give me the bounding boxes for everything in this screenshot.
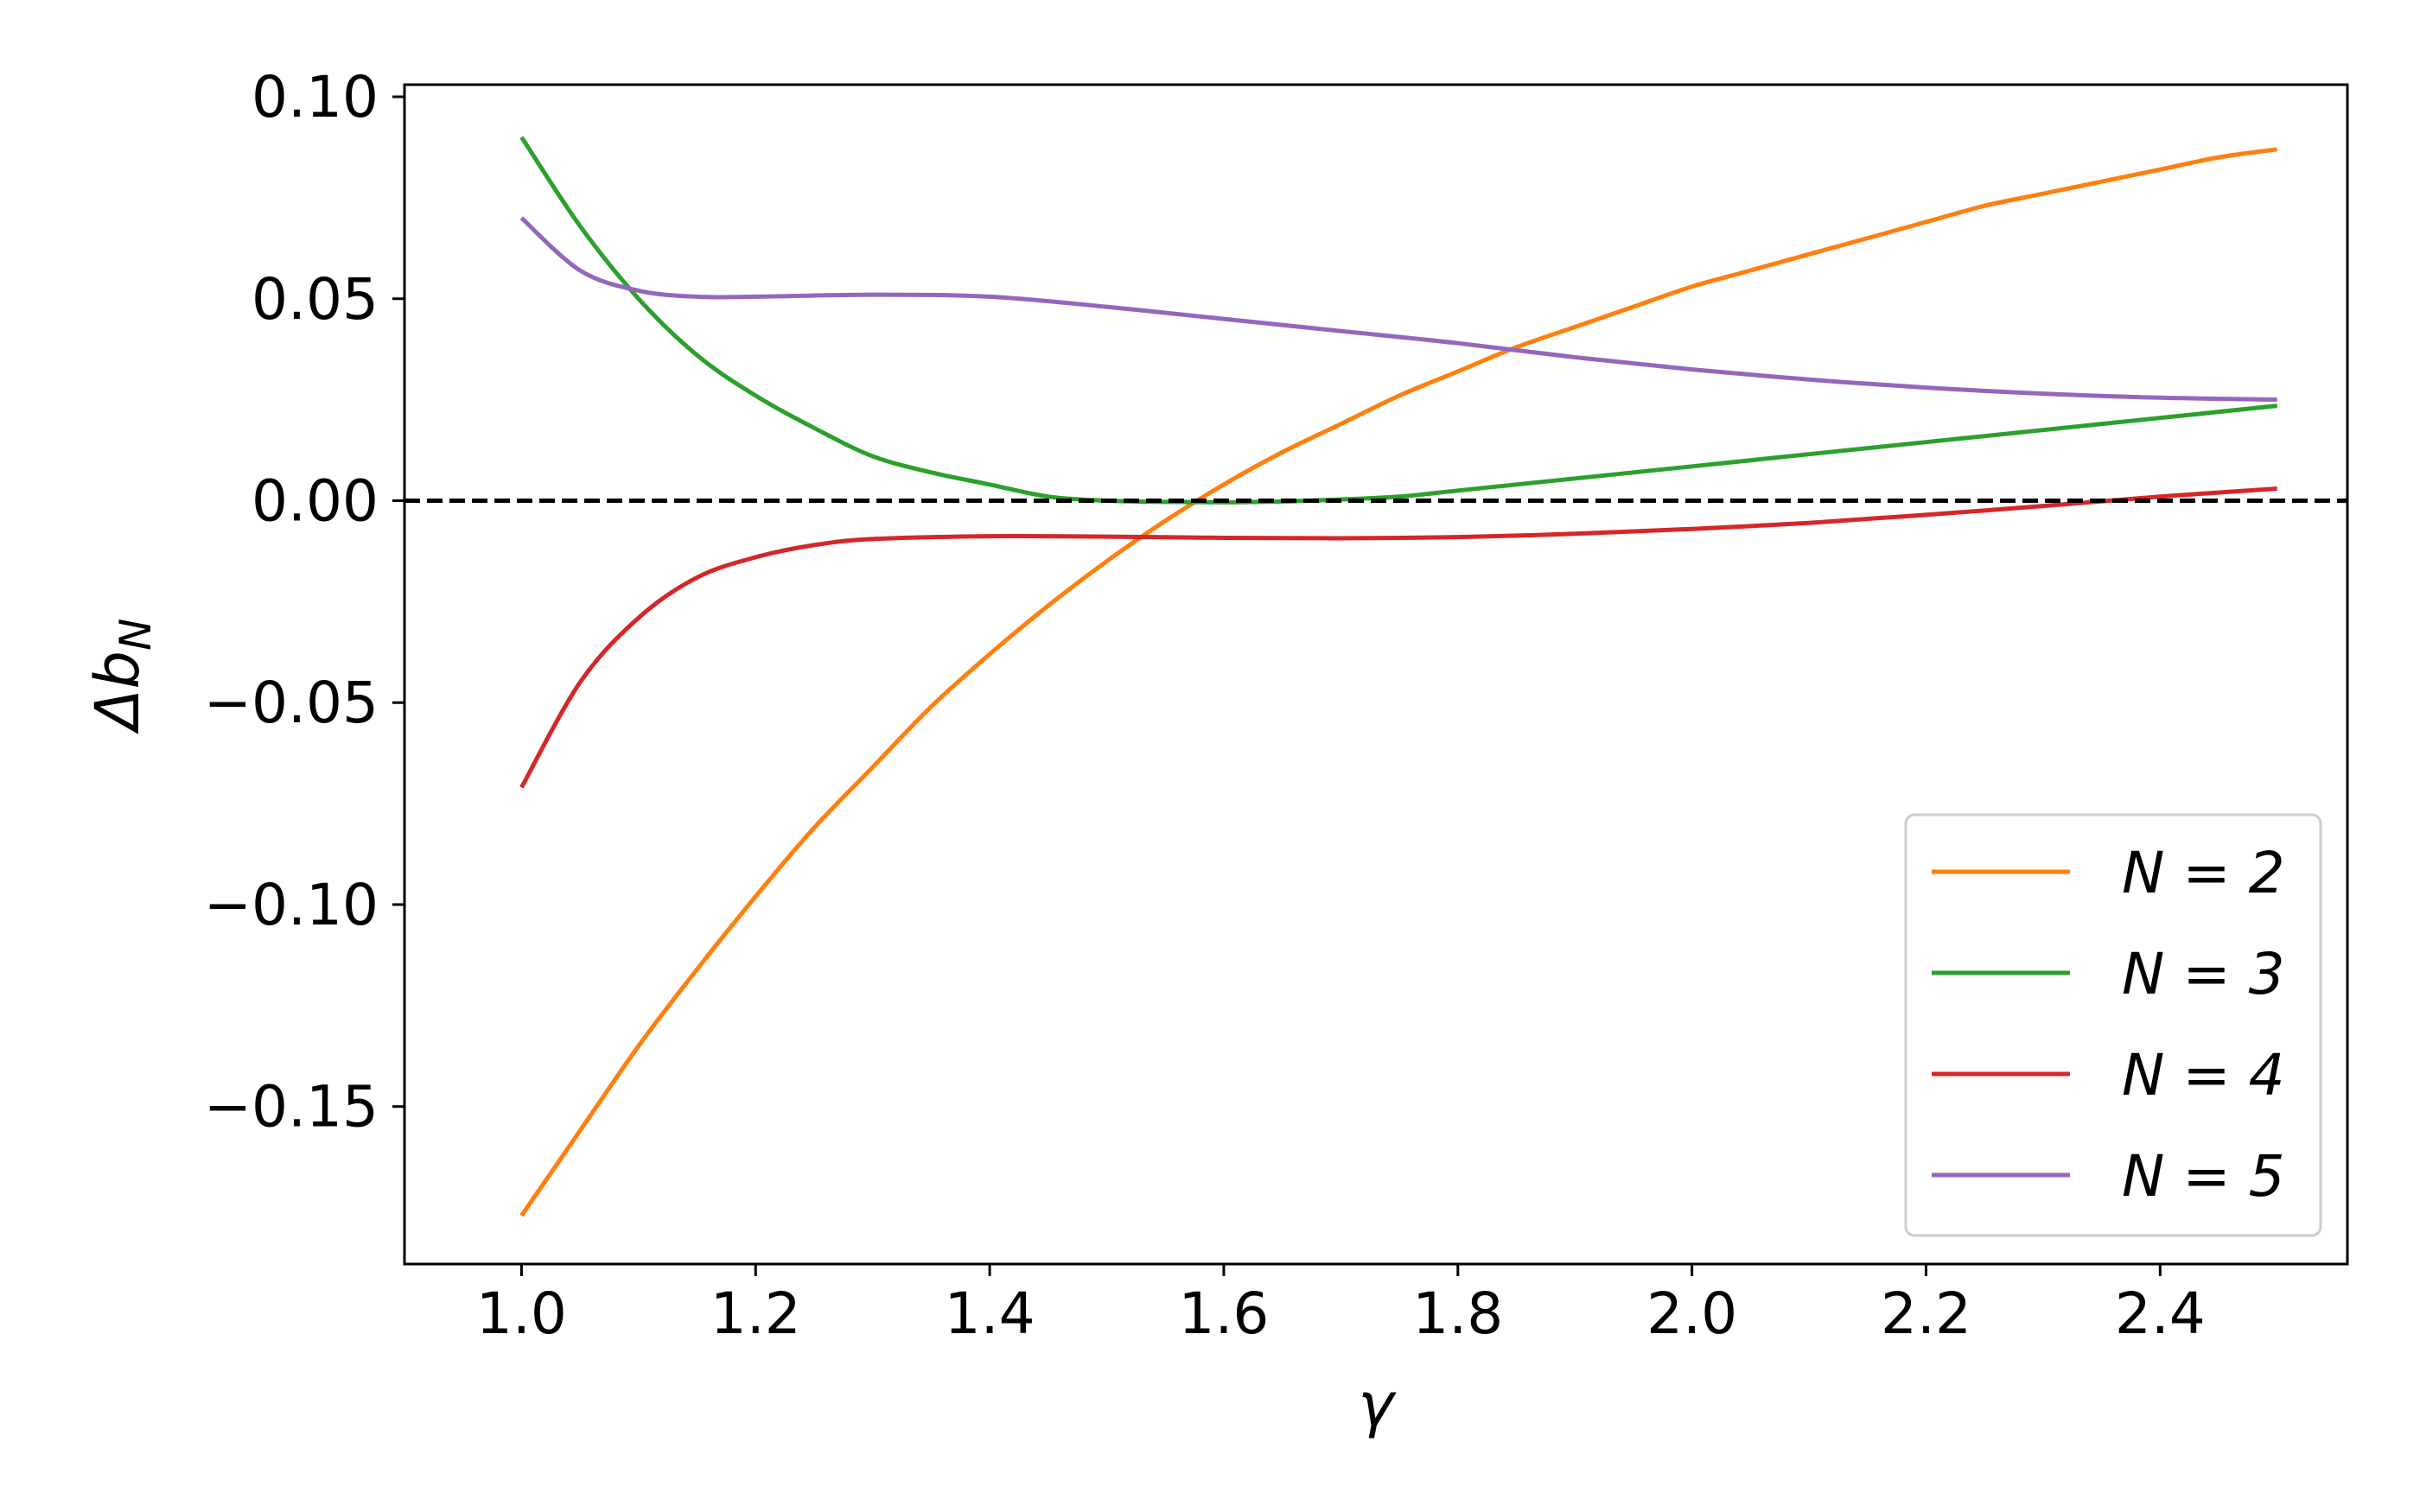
y-axis-ticks: 0.10 0.05 0.00 −0.05 −0.10 −0.15 <box>204 64 404 1140</box>
x-tick-label: 2.0 <box>1646 1280 1737 1347</box>
legend-label: N = 4 <box>2122 1042 2285 1109</box>
x-tick-label: 1.8 <box>1412 1280 1503 1347</box>
y-axis-label: ΔbN <box>82 619 161 735</box>
y-tick-label: 0.10 <box>252 64 379 130</box>
x-tick-label: 1.4 <box>945 1280 1035 1347</box>
series-line-n2 <box>519 147 2278 1217</box>
legend: N = 2 N = 3 N = 4 N = 5 <box>1904 813 2322 1237</box>
x-tick-label: 1.6 <box>1178 1280 1269 1347</box>
x-tick-label: 1.0 <box>476 1280 567 1347</box>
legend-items: N = 2 N = 3 N = 4 N = 5 <box>1932 840 2285 1210</box>
y-tick-label: 0.00 <box>252 467 379 534</box>
legend-item-n5: N = 5 <box>1932 1143 2285 1210</box>
x-axis-ticks: 1.0 1.2 1.4 1.6 1.8 2.0 2.2 2.4 <box>476 1264 2206 1347</box>
y-axis-label-main: Δb <box>82 651 153 734</box>
y-tick-label: −0.15 <box>204 1074 379 1140</box>
legend-item-n2: N = 2 <box>1932 840 2285 906</box>
series-layer <box>519 136 2278 1217</box>
series-line-n5 <box>519 216 2277 403</box>
legend-label: N = 5 <box>2122 1143 2285 1210</box>
x-tick-label: 2.4 <box>2115 1280 2206 1347</box>
y-axis-label-subscript: N <box>111 619 161 651</box>
series-line-n3 <box>519 136 2277 505</box>
legend-item-n4: N = 4 <box>1932 1042 2285 1109</box>
x-tick-label: 2.2 <box>1881 1280 1971 1347</box>
legend-label: N = 2 <box>2122 840 2285 906</box>
x-tick-label: 1.2 <box>710 1280 801 1347</box>
plot-area-frame <box>403 83 2349 1266</box>
series-line-n4 <box>519 486 2277 789</box>
y-tick-label: 0.05 <box>252 266 379 333</box>
legend-item-n3: N = 3 <box>1932 941 2285 1007</box>
legend-box <box>1904 813 2322 1237</box>
y-tick-label: −0.10 <box>204 872 379 938</box>
legend-label: N = 3 <box>2122 941 2285 1007</box>
y-tick-label: −0.05 <box>204 670 379 736</box>
x-axis-label: γ <box>1358 1369 1397 1440</box>
